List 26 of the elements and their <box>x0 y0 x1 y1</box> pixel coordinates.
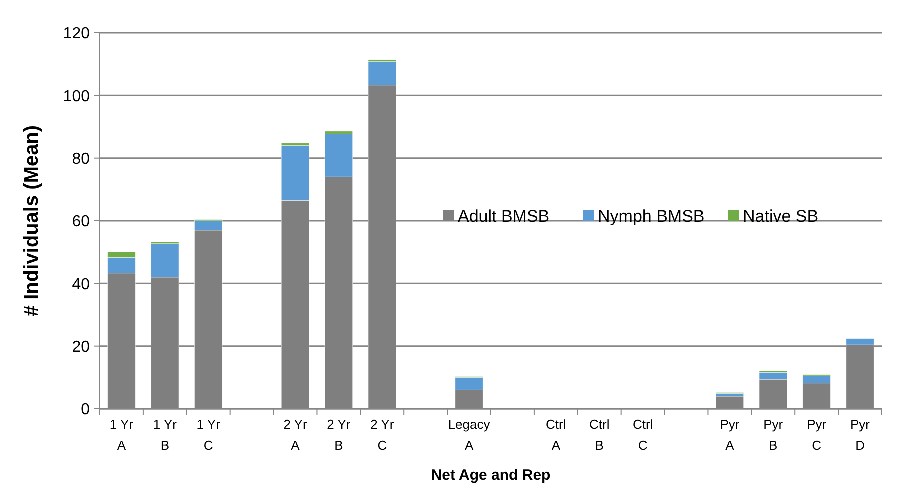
x-tick-label: 2 Yr B <box>327 417 352 453</box>
y-tick-label: 80 <box>72 150 90 168</box>
y-tick-label: 20 <box>72 338 90 356</box>
x-tick-label: 1 Yr A <box>110 417 134 453</box>
x-tick-label: 2 Yr A <box>284 417 308 453</box>
y-tick-label: 100 <box>63 88 90 106</box>
x-tick-label: Pyr C <box>807 417 828 453</box>
y-tick-label: 40 <box>72 276 90 294</box>
x-tick-label: 2 Yr C <box>370 417 395 453</box>
y-tick-label: 0 <box>81 402 90 419</box>
y-tick-label: 120 <box>63 26 90 43</box>
x-tick-label: 1 Yr C <box>196 417 222 453</box>
x-tick-label: Ctrl B <box>590 417 610 453</box>
x-tick-label: Pyr D <box>850 417 871 453</box>
x-tick-label: Pyr A <box>720 417 740 453</box>
x-tick-label: Ctrl C <box>632 417 654 453</box>
legend-label: Native SB <box>743 206 819 226</box>
legend-label: Nymph BMSB <box>598 206 705 226</box>
x-tick-label: 1 Yr B <box>153 417 178 453</box>
x-tick-label: Legacy A <box>448 417 491 453</box>
x-tick-label: Ctrl A <box>546 417 566 453</box>
y-tick-label: 60 <box>72 214 90 231</box>
legend-label: Adult BMSB <box>458 206 550 226</box>
x-axis-title: Net Age and Rep <box>431 467 551 484</box>
x-tick-label: Pyr B <box>764 417 784 453</box>
y-axis-title: # Individuals (Mean) <box>21 125 43 317</box>
